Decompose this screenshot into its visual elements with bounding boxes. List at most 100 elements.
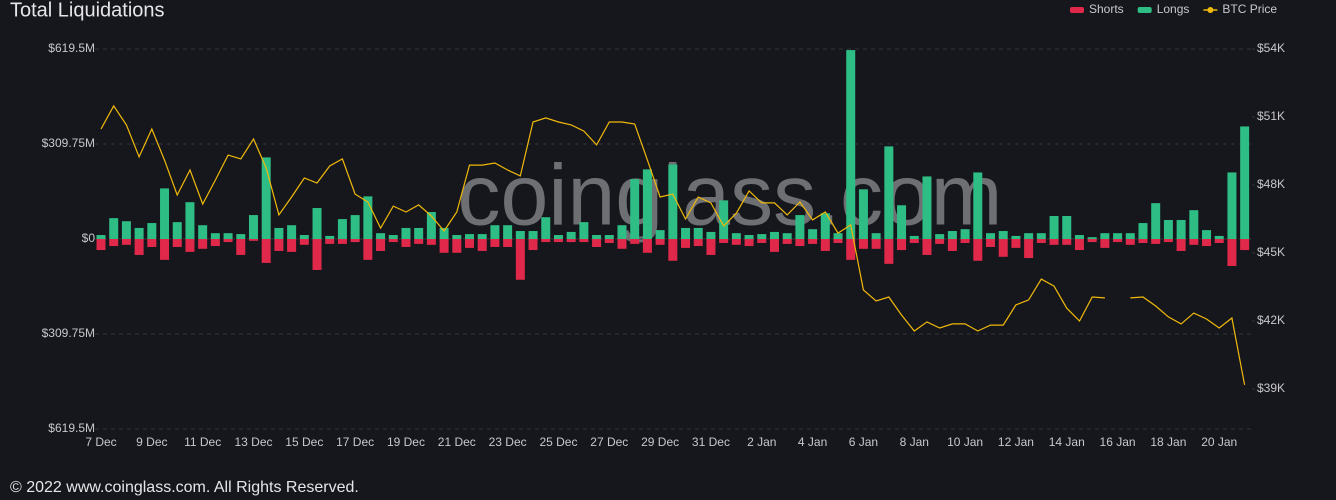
bar — [1176, 239, 1186, 251]
bar — [592, 235, 602, 239]
bar — [541, 239, 551, 243]
bar — [731, 239, 741, 245]
bar — [287, 239, 297, 252]
bar — [960, 239, 970, 243]
bar — [1125, 233, 1135, 239]
bar — [655, 230, 665, 239]
bar — [185, 239, 195, 252]
bar — [172, 239, 182, 247]
bar — [452, 235, 462, 239]
bar — [642, 239, 652, 253]
bar — [198, 239, 208, 249]
bar — [287, 225, 297, 239]
x-tick-label: 17 Dec — [336, 435, 374, 449]
bar — [1214, 239, 1224, 243]
bar — [769, 231, 779, 239]
bar — [986, 239, 996, 247]
y2-tick-label: $51K — [1257, 109, 1285, 123]
y-tick-label: $619.5M — [48, 421, 95, 435]
x-tick-label: 10 Jan — [947, 435, 983, 449]
bar — [198, 225, 208, 239]
bar — [1227, 172, 1237, 239]
bar — [121, 221, 131, 239]
bar — [160, 239, 170, 260]
bar — [1113, 239, 1123, 243]
bar — [325, 235, 335, 239]
bar — [909, 235, 919, 239]
x-tick-label: 16 Jan — [1100, 435, 1136, 449]
bar — [782, 239, 792, 244]
bar — [604, 239, 614, 243]
bar — [426, 212, 436, 239]
x-tick-label: 14 Jan — [1049, 435, 1085, 449]
bar — [426, 239, 436, 245]
bar — [147, 223, 157, 239]
y2-tick-label: $45K — [1257, 245, 1285, 259]
bar — [719, 239, 729, 243]
bar — [719, 200, 729, 239]
bar — [897, 205, 907, 239]
bar — [363, 239, 373, 260]
x-tick-label: 13 Dec — [234, 435, 272, 449]
bar — [439, 239, 449, 253]
bar — [109, 239, 119, 247]
bar — [884, 146, 894, 239]
bar — [744, 239, 754, 247]
y2-tick-label: $54K — [1257, 41, 1285, 55]
bar — [592, 239, 602, 247]
bar — [706, 239, 716, 255]
bar — [871, 233, 881, 239]
legend-label: Longs — [1157, 2, 1190, 16]
x-tick-label: 19 Dec — [387, 435, 425, 449]
bar — [1087, 239, 1097, 243]
bar — [503, 239, 513, 247]
bar — [693, 227, 703, 239]
bar — [477, 239, 487, 251]
bar — [820, 213, 830, 239]
bar — [312, 239, 322, 270]
bar — [134, 227, 144, 239]
bar — [769, 239, 779, 252]
bar — [1024, 233, 1034, 239]
bar — [1138, 239, 1148, 243]
bar — [261, 239, 271, 263]
bar — [1163, 219, 1173, 239]
bar — [1240, 126, 1250, 239]
bar — [1176, 219, 1186, 239]
bar — [681, 227, 691, 239]
x-tick-label: 23 Dec — [489, 435, 527, 449]
bar — [795, 215, 805, 239]
legend-label: BTC Price — [1222, 2, 1277, 16]
bar — [439, 227, 449, 239]
bar — [261, 157, 271, 239]
bar — [871, 239, 881, 249]
x-tick-label: 20 Jan — [1201, 435, 1237, 449]
bar — [401, 227, 411, 239]
bar — [528, 231, 538, 239]
x-tick-label: 9 Dec — [136, 435, 167, 449]
y2-tick-label: $48K — [1257, 177, 1285, 191]
bar — [121, 239, 131, 245]
bar — [350, 239, 360, 243]
bar — [1214, 235, 1224, 239]
bar — [1163, 239, 1173, 243]
bar — [617, 239, 627, 249]
bar — [553, 239, 563, 243]
bar — [477, 234, 487, 239]
bar — [96, 239, 106, 251]
bar — [947, 231, 957, 239]
bar — [1202, 230, 1212, 239]
bar — [96, 235, 106, 239]
bar — [452, 239, 462, 253]
bar — [172, 222, 182, 239]
bar — [846, 50, 856, 239]
bar — [579, 239, 589, 243]
bar — [210, 239, 220, 247]
bar — [1074, 239, 1084, 251]
bar — [1227, 239, 1237, 266]
bar — [376, 239, 386, 251]
bar — [630, 179, 640, 239]
bar — [1240, 239, 1250, 251]
bar — [1125, 239, 1135, 245]
